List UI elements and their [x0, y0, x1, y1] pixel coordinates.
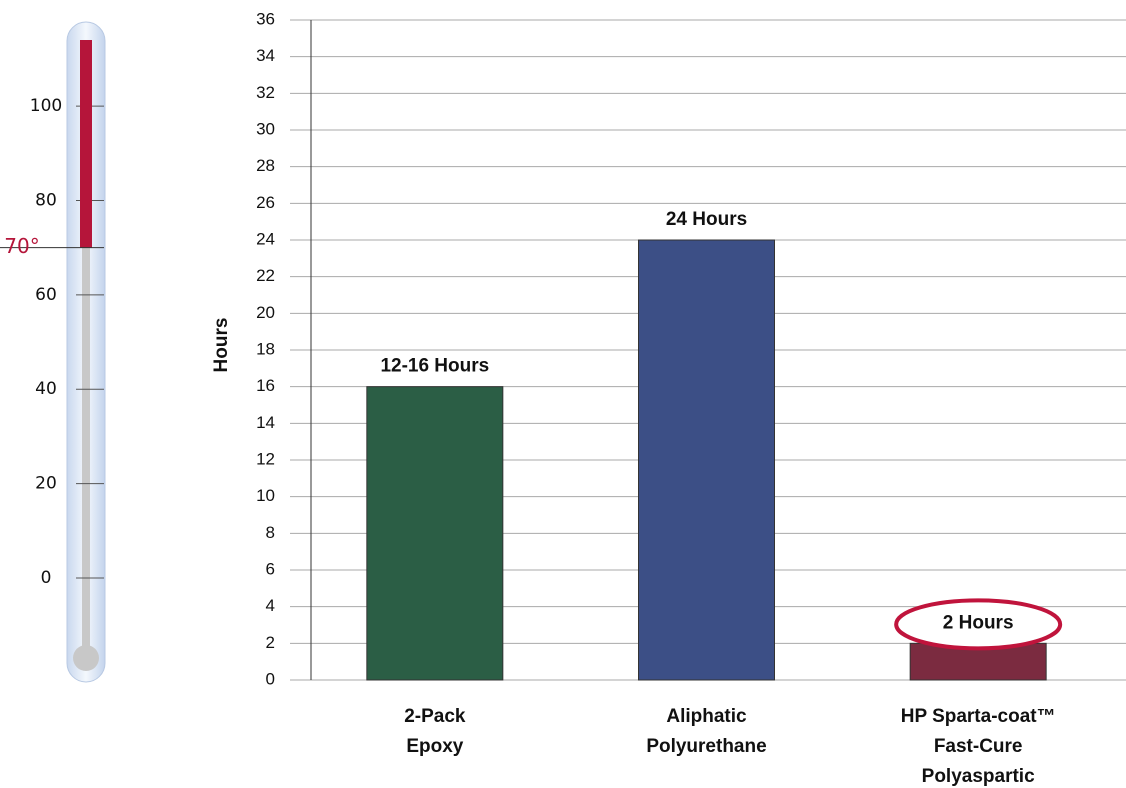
y-tick-label: 18 — [256, 339, 275, 358]
y-tick-label: 20 — [35, 474, 57, 494]
x-tick-label: HP Sparta-coat™ — [901, 706, 1056, 727]
y-tick-label: 14 — [256, 413, 275, 432]
y-axis-label: Hours — [211, 318, 232, 373]
thermometer-bulb — [73, 645, 99, 671]
x-tick-label: Epoxy — [406, 736, 463, 757]
marker-label: 70° — [4, 234, 39, 258]
y-tick-label: 40 — [35, 379, 57, 399]
y-tick-label: 8 — [266, 523, 275, 542]
y-tick-label: 36 — [256, 9, 275, 28]
bar — [638, 239, 775, 681]
x-tick-label: Fast-Cure — [934, 736, 1023, 757]
y-tick-label: 30 — [256, 119, 275, 138]
y-tick-label: 2 — [266, 633, 275, 652]
bar — [366, 386, 504, 681]
y-tick-label: 12 — [256, 449, 275, 468]
y-tick-label: 10 — [256, 486, 275, 505]
x-tick-label: 2-Pack — [404, 706, 466, 727]
y-tick-label: 6 — [266, 559, 275, 578]
y-tick-label: 60 — [35, 285, 57, 305]
value-label: 2 Hours — [943, 612, 1014, 633]
y-tick-label: 4 — [266, 596, 275, 615]
y-tick-label: 34 — [256, 46, 275, 65]
thermometer-mercury — [80, 40, 92, 248]
y-tick-label: 32 — [256, 83, 275, 102]
y-tick-label: 0 — [266, 669, 275, 688]
y-tick-label: 20 — [256, 303, 275, 322]
value-label: 12-16 Hours — [380, 356, 489, 377]
x-tick-label: Aliphatic — [666, 706, 747, 727]
y-tick-label: 16 — [256, 376, 275, 395]
thermometer-column — [82, 247, 90, 660]
value-label: 24 Hours — [666, 209, 747, 230]
y-tick-label: 22 — [256, 266, 275, 285]
y-tick-label: 26 — [256, 193, 275, 212]
y-tick-label: 100 — [30, 96, 62, 116]
x-tick-label: Polyurethane — [646, 736, 766, 757]
y-tick-label: 0 — [41, 568, 52, 588]
y-tick-label: 28 — [256, 156, 275, 175]
x-tick-label: Polyaspartic — [922, 766, 1035, 787]
highlight-ring — [894, 598, 1063, 651]
y-tick-label: 24 — [256, 229, 275, 248]
y-tick-label: 80 — [35, 190, 57, 210]
